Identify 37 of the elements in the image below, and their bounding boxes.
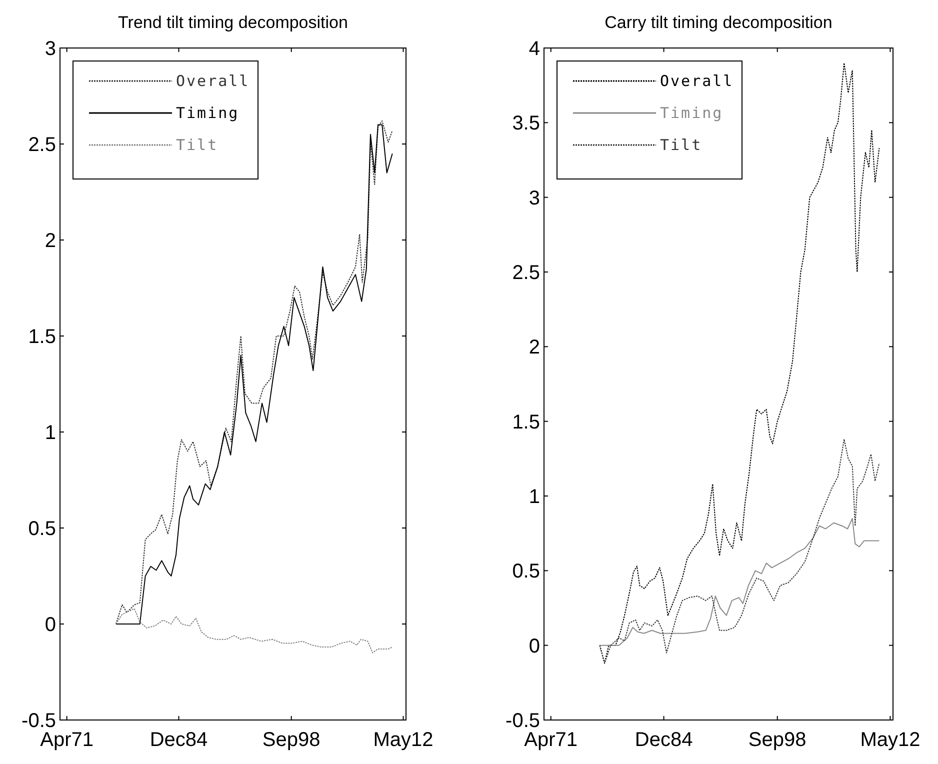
y-tick-label: 0	[528, 635, 540, 658]
y-tick-label: 0.5	[512, 560, 540, 583]
text: Overall	[660, 72, 734, 90]
y-tick-label: 0.5	[28, 518, 56, 540]
x-tick-label: Sep98	[748, 729, 806, 751]
x-tick-label: Apr71	[524, 729, 578, 751]
y-tick-label: 3	[44, 38, 56, 60]
x-tick-label: Dec84	[150, 729, 208, 751]
line-series	[115, 608, 393, 654]
x-tick-label: May12	[860, 729, 920, 751]
y-tick-label: 3.5	[512, 112, 540, 135]
y-tick-label: 1	[528, 486, 540, 508]
y-tick-label: 1.5	[512, 411, 540, 434]
y-tick-label: 2.5	[512, 262, 540, 284]
y-tick-label: 2.5	[28, 134, 56, 156]
line-series	[599, 438, 880, 664]
y-tick-label: 3	[528, 187, 540, 210]
y-tick-label: 2	[44, 230, 56, 252]
y-tick-label: 2	[528, 336, 540, 359]
text: Timing	[176, 104, 240, 122]
x-tick-label: Dec84	[634, 729, 693, 751]
x-tick-label: May12	[373, 729, 434, 751]
y-tick-label: -0.5	[506, 710, 540, 732]
x-tick-label: Apr71	[40, 729, 94, 751]
text: Tilt	[660, 136, 702, 154]
chart-title: Trend tilt timing decomposition	[118, 13, 348, 32]
text: Timing	[660, 104, 724, 122]
y-tick-label: 4	[528, 38, 540, 60]
y-tick-label: 1.5	[28, 326, 56, 348]
line-series	[599, 518, 880, 646]
y-tick-label: -0.5	[22, 710, 56, 732]
text: Tilt	[176, 136, 218, 154]
x-tick-label: Sep98	[262, 729, 320, 751]
y-tick-label: 0	[44, 614, 56, 636]
text: Overall	[176, 72, 250, 90]
y-tick-label: 1	[44, 422, 56, 444]
chart-title: Carry tilt timing decomposition	[604, 13, 832, 32]
